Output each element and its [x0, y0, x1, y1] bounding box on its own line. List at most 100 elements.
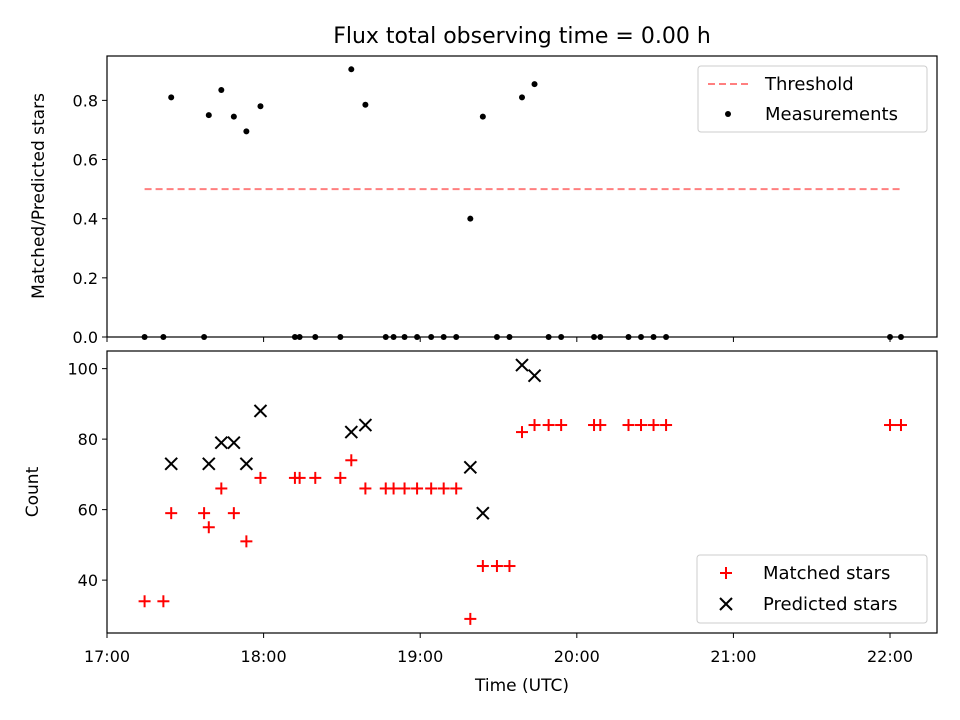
predicted-star-d2: [227, 435, 241, 450]
count-y-tick-label: 60: [78, 501, 98, 520]
legend-matched-swatch: [720, 567, 732, 579]
predicted-star-point: [515, 358, 529, 372]
count-x-tick-label: 19:00: [397, 647, 443, 666]
matched-star-point: [437, 482, 450, 495]
count-plot-frame: [106, 350, 938, 634]
chart-title: Flux total observing time = 0.00 h: [333, 24, 711, 49]
count-x-tick-label: 22:00: [867, 647, 913, 666]
matched-star-point: [334, 471, 347, 484]
legend-matched-label: Matched stars: [763, 563, 890, 584]
measurement-point: [519, 94, 525, 101]
predicted-star-d2: [344, 425, 359, 439]
matched-star-point: [503, 560, 516, 573]
matched-star-point: [157, 595, 170, 608]
ratio-legend: Threshold Measurements: [697, 65, 928, 133]
matched-star-point: [622, 419, 635, 432]
matched-star-point: [293, 471, 306, 484]
predicted-star-d2: [214, 435, 229, 450]
predicted-star-point: [214, 435, 229, 450]
predicted-star-point: [344, 425, 359, 439]
matched-star-point: [594, 419, 607, 432]
legend-predicted-swatch: [719, 597, 733, 611]
matched-star-point: [660, 419, 673, 432]
matched-star-point: [198, 507, 211, 520]
predicted-stars-series: [164, 358, 542, 520]
matched-star-point: [647, 419, 660, 432]
count-y-tick-label: 80: [78, 430, 98, 449]
predicted-star-point: [239, 457, 254, 471]
matched-star-point: [490, 560, 503, 573]
matched-star-point: [425, 482, 438, 495]
matched-star-point: [227, 507, 240, 520]
measurement-point: [230, 113, 237, 120]
predicted-star-d2: [358, 418, 373, 432]
ratio-y-tick-label: 0.8: [73, 91, 98, 110]
matched-star-point: [345, 454, 358, 467]
matched-star-point: [215, 482, 228, 495]
predicted-star-d2: [239, 457, 254, 471]
count-y-axis-label: Count: [23, 466, 43, 517]
ratio-plot-frame: [106, 55, 938, 338]
count-x-tick-label: 17:00: [84, 647, 130, 666]
matched-star-point: [359, 482, 372, 495]
count-y-tick-label: 100: [67, 360, 98, 379]
count-axes: 40 60 80 100 17:00 18:00 19:00 20:00 21:00 22:00: [67, 360, 913, 666]
predicted-star-d2: [164, 457, 178, 471]
matched-star-point: [542, 419, 555, 432]
matched-star-point: [165, 507, 178, 520]
matched-stars-series: [138, 419, 907, 625]
legend-measurements-swatch: [725, 111, 731, 117]
predicted-star-d2: [202, 457, 216, 471]
measurement-point: [168, 94, 175, 101]
predicted-star-point: [358, 418, 373, 432]
measurement-point: [218, 87, 225, 94]
matched-star-point: [411, 482, 424, 495]
ratio-y-tick-label: 0.2: [73, 269, 98, 288]
matched-star-point: [450, 482, 463, 495]
measurement-point: [479, 113, 486, 120]
ratio-y-tick-label: 0.0: [73, 328, 98, 347]
ratio-y-axis-label: Matched/Predicted stars: [29, 93, 49, 299]
predicted-star-d2: [515, 358, 529, 372]
count-x-tick-label: 21:00: [710, 647, 756, 666]
predicted-star-point: [227, 435, 241, 450]
matched-star-point: [138, 595, 151, 608]
predicted-star-point: [476, 506, 490, 520]
ratio-axes: 0.0 0.2 0.4 0.6 0.8: [73, 91, 891, 347]
predicted-star-point: [202, 457, 216, 471]
predicted-star-point: [164, 457, 178, 471]
count-legend-box: [696, 554, 928, 624]
x-axis-label: Time (UTC): [474, 676, 569, 696]
predicted-star-point: [253, 404, 268, 418]
measurement-point: [531, 81, 538, 88]
matched-star-point: [516, 426, 528, 439]
predicted-star-point: [527, 368, 542, 383]
matched-star-point: [202, 521, 215, 534]
ratio-legend-box: [697, 65, 928, 133]
matched-star-point: [398, 482, 411, 495]
matched-star-point: [387, 482, 400, 495]
predicted-star-d2: [463, 460, 478, 475]
legend-threshold-label: Threshold: [764, 74, 854, 95]
matched-star-point: [884, 419, 897, 432]
measurement-point: [362, 101, 369, 108]
measurement-point: [467, 215, 474, 222]
matched-star-point: [528, 419, 541, 432]
matched-star-point: [476, 560, 489, 573]
predicted-star-d2: [476, 506, 490, 520]
legend-measurements-label: Measurements: [765, 104, 898, 125]
predicted-star-d2: [527, 368, 542, 383]
predicted-star-d2: [253, 404, 268, 418]
count-x-tick-label: 20:00: [554, 647, 600, 666]
matched-star-point: [464, 612, 477, 625]
count-x-tick-label: 18:00: [241, 647, 287, 666]
count-y-tick-label: 40: [78, 571, 98, 590]
ratio-panel: Flux total observing time = 0.00 h 0.0 0.…: [29, 24, 938, 347]
ratio-y-tick-label: 0.4: [73, 210, 98, 229]
matched-star-point: [635, 419, 648, 432]
matched-star-point: [240, 535, 253, 548]
matched-star-point: [309, 471, 322, 484]
measurement-point: [257, 103, 264, 110]
